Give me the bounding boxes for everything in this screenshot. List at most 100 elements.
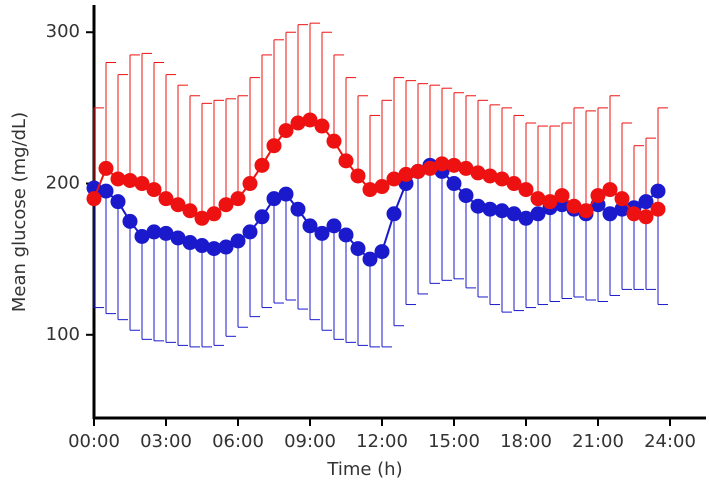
error-bar <box>165 233 176 343</box>
point <box>266 138 282 154</box>
error-bar <box>285 194 296 301</box>
point <box>158 225 174 241</box>
error-bar <box>381 99 392 187</box>
point <box>122 172 138 188</box>
error-bar <box>357 248 368 346</box>
point <box>374 179 390 195</box>
error-bar <box>405 183 416 306</box>
point <box>518 210 534 226</box>
point <box>554 188 570 204</box>
point <box>242 176 258 192</box>
error-bar <box>141 236 152 340</box>
point <box>422 160 438 176</box>
point <box>278 123 294 139</box>
error-bar <box>105 191 116 315</box>
point <box>254 157 270 173</box>
error-bar <box>153 231 164 342</box>
point <box>650 201 666 217</box>
point <box>278 186 294 202</box>
point <box>134 176 150 192</box>
point <box>566 198 582 214</box>
x-tick-label: 18:00 <box>500 431 552 452</box>
error-bar <box>345 77 356 161</box>
error-bar <box>393 77 404 179</box>
error-bar <box>417 83 428 172</box>
error-bar <box>249 77 260 184</box>
x-tick-label: 09:00 <box>284 431 336 452</box>
x-tick-label: 03:00 <box>140 431 192 452</box>
y-tick-label: 100 <box>46 324 80 345</box>
error-bar <box>297 24 308 123</box>
point <box>170 230 186 246</box>
point <box>386 171 402 187</box>
error-bar <box>381 251 392 348</box>
point <box>98 160 114 176</box>
error-bar <box>201 245 212 348</box>
point <box>146 182 162 198</box>
point <box>206 206 222 222</box>
x-tick-label: 06:00 <box>212 431 264 452</box>
error-bar <box>189 95 200 211</box>
point <box>182 203 198 219</box>
point <box>194 210 210 226</box>
point <box>638 209 654 225</box>
error-bar <box>609 213 620 296</box>
error-bar <box>321 233 332 331</box>
point <box>242 224 258 240</box>
error-bar <box>189 242 200 348</box>
error-bar <box>225 98 236 205</box>
point <box>362 182 378 198</box>
point <box>338 227 354 243</box>
point <box>110 194 126 210</box>
error-bar <box>621 122 632 199</box>
point <box>398 166 414 182</box>
error-bar <box>393 213 404 327</box>
point <box>518 182 534 198</box>
point <box>386 206 402 222</box>
point <box>410 163 426 179</box>
point <box>98 183 114 199</box>
error-bar <box>177 237 188 346</box>
point <box>122 213 138 229</box>
point <box>266 191 282 207</box>
error-bar <box>465 195 476 289</box>
error-bar <box>441 171 452 281</box>
error-bar <box>609 95 620 190</box>
error-bar <box>513 114 524 184</box>
error-bar <box>489 209 500 306</box>
x-tick-label: 00:00 <box>68 431 120 452</box>
point <box>530 206 546 222</box>
point <box>458 188 474 204</box>
error-bar <box>261 216 272 309</box>
point <box>542 194 558 210</box>
error-bar <box>117 201 128 321</box>
error-bar <box>369 114 380 190</box>
point <box>314 225 330 241</box>
error-bar <box>141 52 152 184</box>
error-bar <box>561 204 572 299</box>
error-bar <box>477 206 488 298</box>
error-bar <box>237 95 248 199</box>
x-tick-label: 24:00 <box>644 431 696 452</box>
error-bar <box>597 204 608 303</box>
error-bar <box>105 61 116 169</box>
point <box>614 201 630 217</box>
point <box>134 228 150 244</box>
error-bar <box>201 102 212 219</box>
y-axis-title: Mean glucose (mg/dL) <box>9 112 30 312</box>
error-bar <box>213 248 224 346</box>
error-bar <box>357 95 368 176</box>
point <box>530 191 546 207</box>
point <box>362 251 378 267</box>
point <box>506 176 522 192</box>
point <box>590 188 606 204</box>
point <box>290 115 306 131</box>
error-bar <box>273 198 284 304</box>
point <box>290 201 306 217</box>
point <box>374 244 390 260</box>
error-bar <box>417 171 428 295</box>
point <box>170 197 186 213</box>
error-bar <box>249 231 260 318</box>
error-bar <box>129 221 140 331</box>
point <box>146 224 162 240</box>
